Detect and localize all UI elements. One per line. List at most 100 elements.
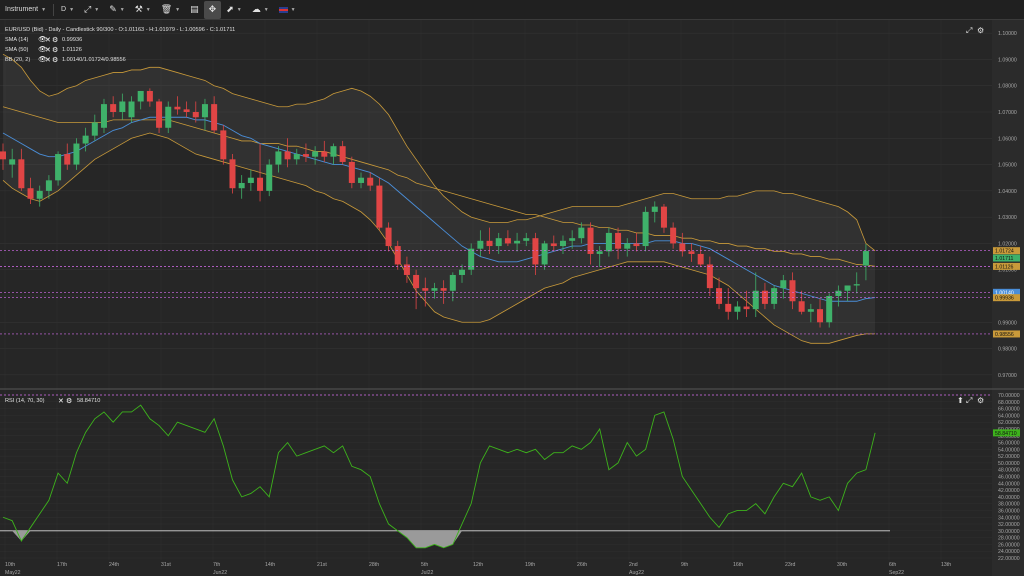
timeframe-selector[interactable]: D ▼ bbox=[56, 1, 79, 19]
candle-body bbox=[734, 306, 741, 312]
time-tick-sublabel: May22 bbox=[5, 570, 21, 576]
tools-button[interactable]: ⚒ ▼ bbox=[130, 1, 156, 19]
candle-body bbox=[0, 151, 6, 160]
chart-type-button[interactable]: ⬈ ▼ bbox=[221, 1, 247, 19]
candle-body bbox=[64, 154, 71, 165]
chevron-down-icon: ▼ bbox=[41, 6, 47, 13]
crosshair-tool-button[interactable]: ⤢ ▼ bbox=[79, 1, 104, 19]
candle-body bbox=[192, 112, 199, 118]
price-tick-label: 1.01000 bbox=[998, 268, 1017, 274]
price-tag-label: 1.01711 bbox=[995, 256, 1013, 262]
settings-icon[interactable]: ⚙ bbox=[52, 56, 58, 64]
rsi-tick-label: 32.00000 bbox=[998, 522, 1020, 528]
rsi-tick-label: 52.00000 bbox=[998, 454, 1020, 460]
candle-body bbox=[257, 177, 264, 191]
rsi-tick-label: 42.00000 bbox=[998, 488, 1020, 494]
time-tick-label: 28th bbox=[369, 562, 379, 568]
settings-icon[interactable]: ⚙ bbox=[66, 397, 72, 405]
sma50-line bbox=[2, 106, 876, 267]
candle-body bbox=[789, 280, 796, 302]
theme-icon: ☁ bbox=[251, 4, 261, 14]
candle-body bbox=[238, 182, 245, 189]
candle-body bbox=[183, 109, 190, 112]
expand-icon[interactable]: ⤢ bbox=[965, 26, 972, 35]
layout-button[interactable]: ▤ bbox=[185, 1, 204, 19]
chevron-down-icon: ▼ bbox=[94, 6, 100, 13]
price-tag-label: 0.98556 bbox=[995, 332, 1014, 338]
close-icon[interactable]: ✕ bbox=[58, 398, 64, 405]
candle-body bbox=[651, 206, 658, 212]
sma50-legend-label: SMA (50) bbox=[5, 47, 28, 53]
candle-body bbox=[440, 288, 447, 291]
settings-icon[interactable]: ⚙ bbox=[52, 46, 58, 54]
delete-button[interactable]: 🗑 ▼ bbox=[156, 1, 185, 19]
rsi-grid bbox=[0, 394, 992, 559]
time-tick-label: 31st bbox=[161, 562, 171, 568]
close-icon[interactable]: ✕ bbox=[45, 37, 51, 44]
price-tick-label: 1.02000 bbox=[998, 241, 1017, 247]
close-icon[interactable]: ✕ bbox=[45, 47, 51, 54]
time-tick-label: 26th bbox=[577, 562, 587, 568]
fullscreen-icon: ✥ bbox=[208, 4, 217, 14]
price-tag bbox=[993, 247, 1020, 255]
toolbar: Instrument ▼ D ▼ ⤢ ▼ ✎ ▼ ⚒ ▼ 🗑 ▼ ▤ ✥ ⬈ ▼ ☁ ▼ ▼ bbox=[0, 0, 1024, 20]
time-tick-label: 21st bbox=[317, 562, 327, 568]
language-button[interactable]: ▼ bbox=[274, 1, 301, 19]
candle-body bbox=[559, 240, 566, 247]
candle-body bbox=[394, 246, 401, 265]
candle-body bbox=[679, 243, 686, 252]
candle-body bbox=[486, 240, 493, 247]
visibility-icon[interactable]: 👁 bbox=[38, 56, 47, 64]
expand-icon[interactable]: ⤢ bbox=[965, 396, 972, 405]
candle-body bbox=[752, 290, 759, 310]
candle-body bbox=[27, 188, 34, 199]
rsi-tick-label: 28.00000 bbox=[998, 536, 1020, 542]
candle-body bbox=[339, 146, 346, 162]
drawing-tool-button[interactable]: ✎ ▼ bbox=[104, 1, 130, 19]
candle-body bbox=[100, 104, 107, 128]
candle-body bbox=[367, 177, 374, 186]
theme-button[interactable]: ☁ ▼ bbox=[247, 1, 274, 19]
candle-body bbox=[697, 253, 704, 265]
settings-icon[interactable]: ⚙ bbox=[52, 36, 58, 44]
price-tick-label: 1.10000 bbox=[998, 31, 1017, 37]
close-icon[interactable]: ✕ bbox=[45, 57, 51, 64]
visibility-icon[interactable]: 👁 bbox=[38, 46, 47, 54]
candle-body bbox=[36, 190, 43, 199]
move-up-icon[interactable]: ⬆ bbox=[957, 396, 964, 405]
rsi-tick-label: 34.00000 bbox=[998, 515, 1020, 521]
chart-area[interactable]: 1.10000 1.09000 1.08000 1.07000 1.06000 1.050… bbox=[0, 20, 1024, 576]
fullscreen-button[interactable]: ✥ bbox=[203, 0, 222, 19]
time-tick-sublabel: Aug22 bbox=[629, 570, 644, 576]
time-tick-label: 2nd bbox=[629, 562, 638, 568]
chevron-down-icon: ▼ bbox=[119, 6, 125, 13]
sma14-legend-label: SMA (14) bbox=[5, 37, 28, 43]
time-tick-label: 10th bbox=[5, 562, 15, 568]
chevron-down-icon: ▼ bbox=[175, 6, 181, 13]
rsi-tick-label: 38.00000 bbox=[998, 502, 1020, 508]
settings-icon[interactable]: ⚙ bbox=[977, 396, 984, 405]
rsi-tick-label: 66.00000 bbox=[998, 407, 1020, 413]
rsi-tick-label: 62.00000 bbox=[998, 420, 1020, 426]
rsi-tick-label: 56.00000 bbox=[998, 441, 1020, 447]
instrument-selector[interactable]: Instrument ▼ bbox=[0, 1, 51, 19]
rsi-tick-label: 24.00000 bbox=[998, 549, 1020, 555]
candle-body bbox=[477, 240, 484, 249]
candle-body bbox=[358, 177, 365, 183]
bollinger-lower-line bbox=[2, 132, 876, 344]
visibility-icon[interactable]: 👁 bbox=[38, 36, 47, 44]
candle-body bbox=[514, 240, 521, 244]
sma50-legend-value: 1.01126 bbox=[62, 47, 82, 53]
candle-body bbox=[82, 135, 89, 144]
time-tick-label: 5th bbox=[421, 562, 428, 568]
price-tick-label: 0.99000 bbox=[998, 320, 1017, 326]
price-tag bbox=[993, 294, 1020, 302]
candle-body bbox=[174, 106, 181, 110]
candle-body bbox=[807, 309, 814, 312]
candle-body bbox=[743, 306, 750, 310]
price-tick-label: 1.04000 bbox=[998, 189, 1017, 195]
layout-icon: ▤ bbox=[190, 4, 199, 14]
time-tick-label: 16th bbox=[733, 562, 743, 568]
time-tick-label: 12th bbox=[473, 562, 483, 568]
settings-icon[interactable]: ⚙ bbox=[977, 26, 984, 35]
